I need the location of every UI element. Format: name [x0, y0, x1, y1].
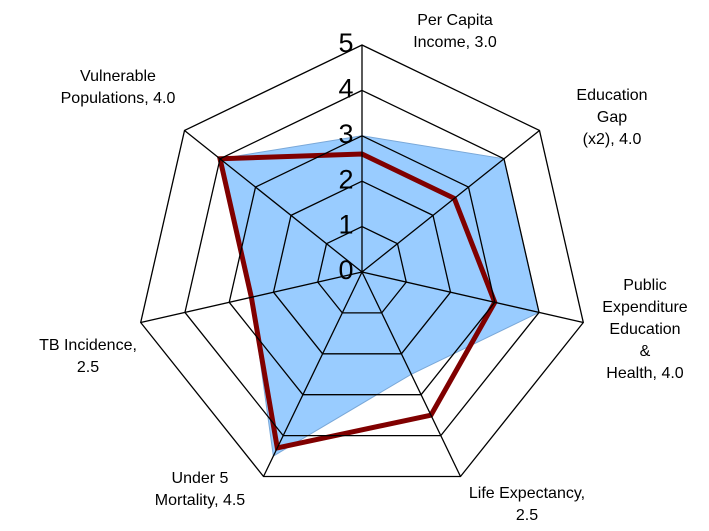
grid-ring: [272, 180, 452, 355]
grid-ring: [139, 44, 585, 478]
grid-ring: [228, 135, 496, 396]
category-label: Public Expenditure Education & Health, 4…: [602, 277, 688, 382]
spoke: [140, 271, 363, 324]
grid-ring: [184, 89, 540, 437]
r-tick-label: 3: [338, 119, 353, 149]
category-label: Life Expectancy, 2.5: [468, 485, 586, 524]
spoke: [361, 129, 540, 273]
line: [216, 151, 498, 451]
spoke: [361, 271, 584, 324]
spoke: [361, 271, 462, 477]
r-tick-label: 2: [338, 164, 353, 194]
category-label: Education Gap (x2), 4.0: [576, 87, 648, 148]
category-label: Vulnerable Populations, 4.0: [60, 68, 176, 107]
grid-ring: [317, 225, 407, 314]
spoke: [184, 129, 363, 273]
category-label: Per Capita Income, 3.0: [413, 12, 497, 51]
category-label: Under 5 Mortality, 4.5: [154, 470, 246, 509]
r-tick-label: 1: [338, 210, 353, 240]
r-tick-label: 4: [338, 74, 353, 104]
spoke: [262, 271, 363, 477]
category-label: TB Incidence, 2.5: [39, 337, 137, 376]
r-tick-label: 5: [338, 28, 353, 58]
